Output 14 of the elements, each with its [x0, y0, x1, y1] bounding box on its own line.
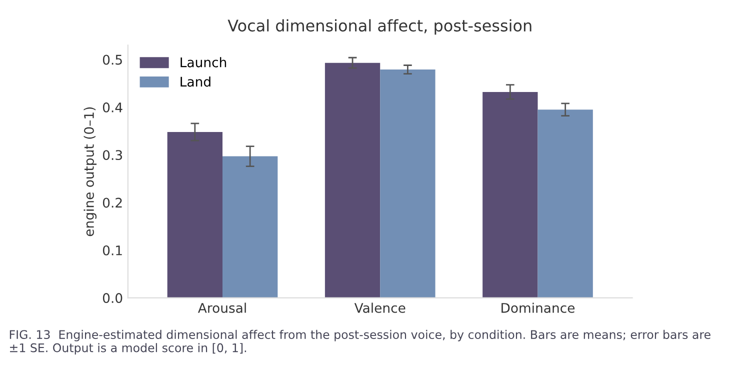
y-tick-label: 0.0: [102, 293, 122, 304]
x-tick-label: Arousal: [198, 302, 246, 313]
y-axis-title: engine output (0–1): [84, 107, 97, 236]
y-tick-label: 0.1: [102, 245, 122, 256]
chart-title: Vocal dimensional affect, post-session: [228, 19, 532, 35]
legend-label: Launch: [180, 57, 226, 68]
caption: FIG. 13 Engine-estimated dimensional affect from the post-session voice, by condition. Bars are means; error bars are ±1 SE. Output is a model score in [0, 1].: [10, 330, 710, 355]
y-tick-label: 0.2: [102, 198, 122, 208]
y-tick-label: 0.5: [102, 54, 122, 65]
y-tick-label: 0.4: [102, 102, 122, 112]
x-tick-label: Valence: [354, 302, 406, 313]
legend-label: Land: [180, 76, 210, 87]
x-tick-label: Dominance: [502, 302, 575, 313]
y-tick-label: 0.3: [102, 150, 122, 160]
